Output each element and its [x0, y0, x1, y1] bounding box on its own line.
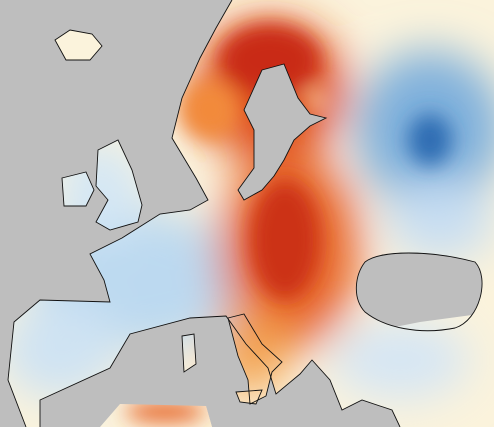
coastlines — [7, 0, 483, 427]
